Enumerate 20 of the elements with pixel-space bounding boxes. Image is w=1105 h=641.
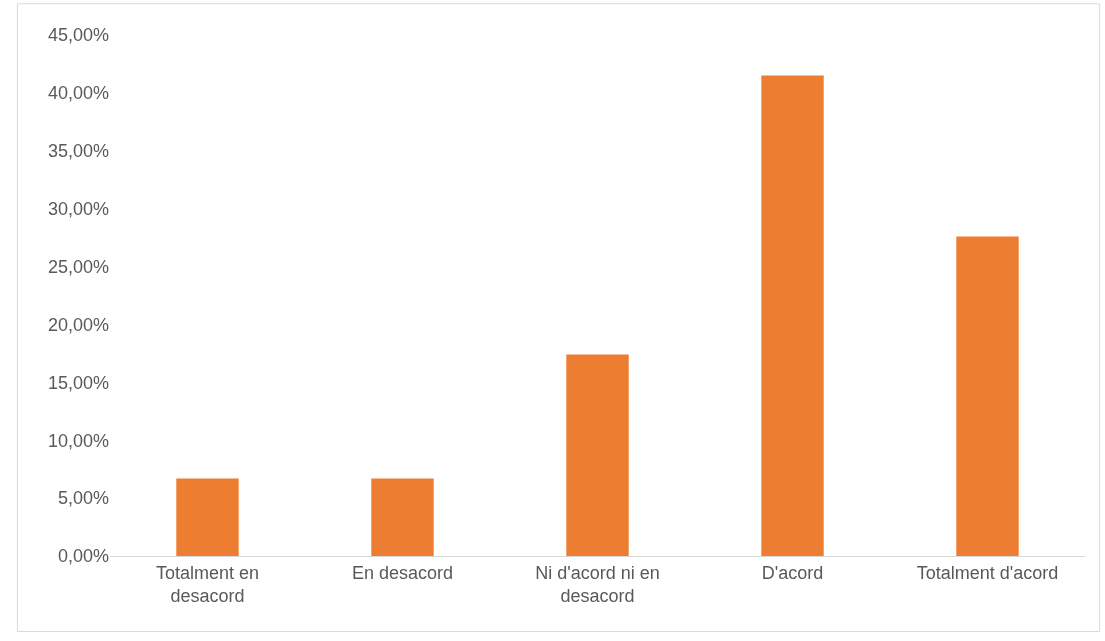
y-tick-label: 25,00% [47,256,109,277]
x-tick-label: Totalment d'acord [916,562,1059,583]
x-tick-label: Ni d'acord ni en desacord [535,562,660,606]
x-tick-label: D'acord [761,562,824,583]
bar [371,478,434,556]
x-tick-label: Totalment en desacord [155,562,260,606]
bar [956,236,1019,556]
y-tick-label: 45,00% [47,25,109,46]
bar [761,75,824,556]
y-tick-label: 30,00% [47,198,109,219]
y-tick-label: 15,00% [47,372,109,393]
y-tick-label: 40,00% [47,83,109,104]
bar [566,354,629,556]
bar [176,478,239,556]
y-tick-label: 5,00% [57,488,109,509]
x-tick-label: En desacord [351,562,454,583]
y-tick-label: 10,00% [47,430,109,451]
y-tick-label: 0,00% [57,546,109,567]
y-tick-label: 20,00% [47,314,109,335]
y-tick-label: 35,00% [47,141,109,162]
